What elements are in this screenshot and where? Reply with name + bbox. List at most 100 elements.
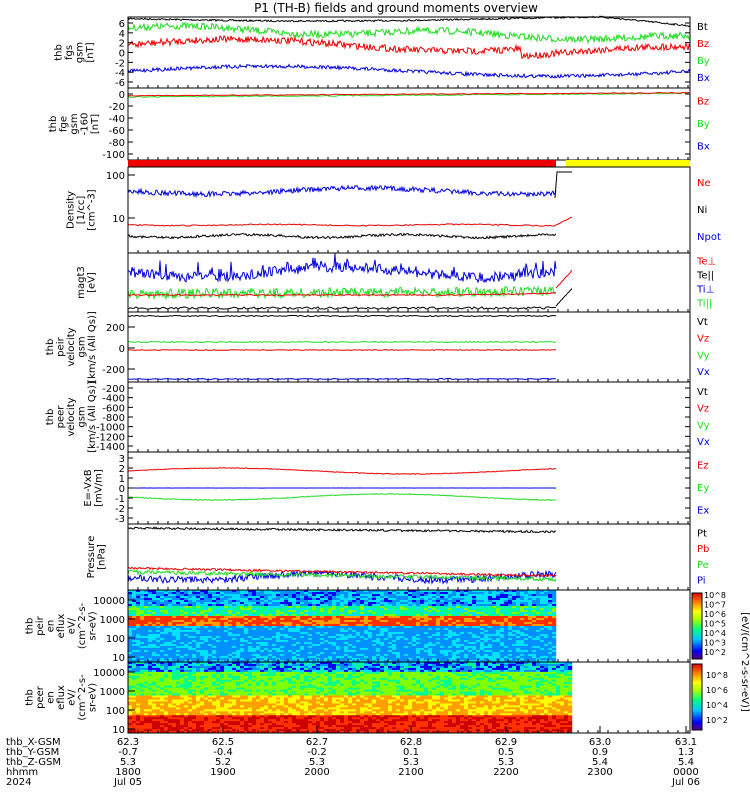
spectrogram-cell bbox=[400, 612, 405, 615]
spectrogram-cell bbox=[192, 654, 197, 657]
spectrogram-cell bbox=[324, 620, 329, 623]
spectrogram-cell bbox=[216, 600, 221, 603]
spectrogram-cell bbox=[412, 626, 417, 629]
spectrogram-cell bbox=[148, 667, 153, 671]
spectrogram-cell bbox=[528, 608, 533, 611]
spectrogram-cell bbox=[428, 620, 433, 623]
y-tick-label: -1 bbox=[115, 494, 125, 505]
spectrogram-cell bbox=[160, 665, 165, 669]
spectrogram-cell bbox=[360, 598, 365, 601]
spectrogram-cell bbox=[416, 656, 421, 659]
spectrogram-cell bbox=[128, 658, 133, 661]
spectrogram-cell bbox=[192, 604, 197, 607]
spectrogram-cell bbox=[496, 628, 501, 631]
spectrogram-cell bbox=[320, 667, 325, 671]
spectrogram-cell bbox=[528, 646, 533, 649]
spectrogram-cell bbox=[220, 646, 225, 649]
spectrogram-cell bbox=[232, 606, 237, 609]
spectrogram-cell bbox=[336, 598, 341, 601]
spectrogram-cell bbox=[140, 606, 145, 609]
spectrogram-cell bbox=[256, 600, 261, 603]
spectrogram-cell bbox=[524, 660, 529, 663]
spectrogram-cell bbox=[500, 638, 505, 641]
spectrogram-cell bbox=[340, 652, 345, 655]
spectrogram-cell bbox=[292, 658, 297, 661]
spectrogram-cell bbox=[152, 618, 157, 621]
spectrogram-cell bbox=[380, 632, 385, 635]
spectrogram-cell bbox=[200, 618, 205, 621]
spectrogram-cell bbox=[480, 630, 485, 633]
spectrogram-cell bbox=[548, 596, 553, 599]
spectrogram-cell bbox=[252, 628, 257, 631]
spectrogram-cell bbox=[136, 612, 141, 615]
spectrogram-cell bbox=[432, 640, 437, 643]
spectrogram-cell bbox=[476, 590, 481, 593]
spectrogram-cell bbox=[260, 630, 265, 633]
spectrogram-cell bbox=[284, 656, 289, 659]
spectrogram-cell bbox=[524, 630, 529, 633]
spectrogram-cell bbox=[176, 612, 181, 615]
spectrogram-cell bbox=[532, 658, 537, 661]
spectrogram-cell bbox=[136, 606, 141, 609]
spectrogram-cell bbox=[428, 663, 433, 667]
spectrogram-cell bbox=[148, 640, 153, 643]
spectrogram-cell bbox=[444, 628, 449, 631]
spectrogram-cell bbox=[280, 662, 285, 665]
spectrogram-cell bbox=[388, 614, 393, 617]
spectrogram-cell bbox=[400, 602, 405, 605]
spectrogram-cell bbox=[512, 604, 517, 607]
spectrogram-cell bbox=[380, 646, 385, 649]
spectrogram-cell bbox=[460, 628, 465, 631]
spectrogram-cell bbox=[440, 612, 445, 615]
spectrogram-cell bbox=[136, 665, 141, 669]
spectrogram-cell bbox=[268, 624, 273, 627]
spectrogram-cell bbox=[264, 614, 269, 617]
spectrogram-cell bbox=[496, 636, 501, 639]
spectrogram-cell bbox=[308, 598, 313, 601]
spectrogram-cell bbox=[168, 650, 173, 653]
spectrogram-cell bbox=[472, 596, 477, 599]
spectrogram-cell bbox=[472, 630, 477, 633]
spectrogram-cell bbox=[444, 644, 449, 647]
spectrogram-cell bbox=[352, 646, 357, 649]
spectrogram-cell bbox=[296, 650, 301, 653]
spectrogram-cell bbox=[308, 638, 313, 641]
spectrogram-cell bbox=[332, 622, 337, 625]
spectrogram-cell bbox=[544, 612, 549, 615]
spectrogram-cell bbox=[308, 604, 313, 607]
spectrogram-cell bbox=[176, 656, 181, 659]
spectrogram-cell bbox=[232, 626, 237, 629]
spectrogram-cell bbox=[296, 598, 301, 601]
spectrogram-cell bbox=[244, 654, 249, 657]
spectrogram-cell bbox=[168, 665, 173, 669]
spectrogram-cell bbox=[508, 624, 513, 627]
spectrogram-cell bbox=[536, 648, 541, 651]
spectrogram-cell bbox=[480, 638, 485, 641]
spectrogram-cell bbox=[436, 636, 441, 639]
spectrogram-cell bbox=[312, 640, 317, 643]
spectrogram-cell bbox=[160, 634, 165, 637]
spectrogram-cell bbox=[368, 600, 373, 603]
spectrogram-cell bbox=[512, 650, 517, 653]
spectrogram-cell bbox=[328, 604, 333, 607]
spectrogram-cell bbox=[156, 654, 161, 657]
spectrogram-cell bbox=[460, 606, 465, 609]
spectrogram-cell bbox=[140, 658, 145, 661]
spectrogram-cell bbox=[492, 592, 497, 595]
spectrogram-cell bbox=[324, 622, 329, 625]
spectrogram-cell bbox=[332, 600, 337, 603]
spectrogram-cell bbox=[376, 606, 381, 609]
spectrogram-cell bbox=[460, 660, 465, 663]
spectrogram-cell bbox=[320, 636, 325, 639]
spectrogram-cell bbox=[272, 648, 277, 651]
spectrogram-cell bbox=[144, 604, 149, 607]
spectrogram-cell bbox=[152, 598, 157, 601]
spectrogram-cell bbox=[392, 606, 397, 609]
legend-entry: Pt bbox=[697, 528, 707, 539]
series-bz bbox=[127, 34, 691, 60]
spectrogram-cell bbox=[540, 644, 545, 647]
spectrogram-cell bbox=[256, 616, 261, 619]
spectrogram-cell bbox=[192, 616, 197, 619]
spectrogram-cell bbox=[504, 662, 509, 665]
spectrogram-cell bbox=[532, 600, 537, 603]
